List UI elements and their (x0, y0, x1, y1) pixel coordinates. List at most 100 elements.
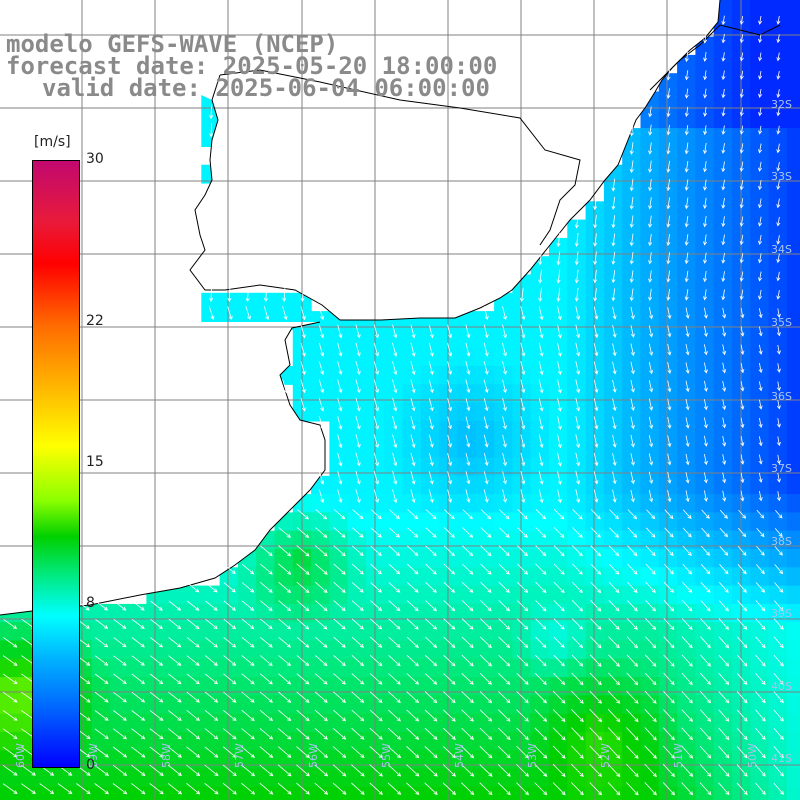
wind-arrow (534, 764, 548, 777)
wind-arrow (718, 709, 730, 722)
wind-arrow (626, 763, 639, 778)
wind-speed-cell (475, 457, 495, 477)
wind-speed-cell (713, 292, 733, 312)
wind-arrow (483, 471, 489, 485)
wind-arrow (718, 600, 729, 612)
wind-arrow (497, 764, 511, 777)
wind-arrow (538, 416, 544, 430)
wind-speed-cell (494, 585, 513, 605)
wind-arrow (552, 690, 566, 704)
wind-speed-cell (329, 750, 349, 770)
wind-arrow (113, 618, 127, 630)
wind-speed-cell (329, 658, 349, 678)
wind-speed-cell (622, 732, 642, 751)
wind-speed-cell (475, 677, 495, 696)
wind-arrow (462, 545, 474, 557)
wind-speed-cell (750, 329, 770, 349)
wind-arrow (776, 89, 781, 99)
wind-speed-cell (549, 256, 568, 276)
wind-speed-cell (622, 713, 642, 733)
wind-arrow (700, 691, 712, 704)
wind-arrow (572, 509, 583, 520)
wind-speed-cell (713, 622, 733, 642)
wind-arrow (703, 362, 708, 374)
wind-speed-cell (549, 695, 568, 715)
wind-speed-cell (512, 786, 532, 800)
wind-arrow (739, 216, 744, 227)
wind-speed-cell (512, 494, 532, 513)
wind-speed-cell (713, 384, 733, 404)
wind-speed-cell (603, 384, 623, 404)
wind-speed-cell (640, 439, 660, 459)
wind-speed-cell (512, 311, 532, 330)
wind-speed-cell (530, 567, 550, 587)
wind-arrow (648, 435, 654, 448)
wind-speed-cell (603, 475, 623, 495)
wind-arrow (593, 214, 598, 229)
wind-arrow (557, 397, 562, 412)
wind-speed-cell (603, 786, 623, 800)
wind-arrow (538, 489, 544, 504)
wind-arrow (608, 545, 620, 557)
longitude-label: 51W (672, 743, 685, 768)
wind-speed-cell (530, 713, 550, 733)
wind-arrow (94, 746, 109, 758)
wind-arrow (465, 379, 471, 394)
wind-speed-cell (512, 695, 532, 715)
wind-speed-cell (713, 347, 733, 367)
wind-speed-cell (347, 384, 367, 404)
wind-arrow (333, 636, 346, 648)
wind-arrow (410, 489, 416, 504)
wind-arrow (424, 691, 438, 704)
wind-arrow (534, 709, 548, 722)
wind-speed-cell (750, 457, 770, 477)
wind-arrow (407, 509, 419, 520)
wind-speed-cell (347, 750, 367, 770)
wind-arrow (648, 325, 654, 338)
wind-arrow (736, 727, 748, 741)
wind-speed-cell (329, 768, 349, 788)
wind-speed-cell (91, 622, 111, 642)
wind-arrow (758, 344, 763, 355)
wind-arrow (758, 472, 763, 483)
wind-arrow (516, 782, 529, 796)
wind-arrow (722, 380, 727, 392)
wind-arrow (664, 527, 674, 538)
wind-speed-cell (311, 585, 330, 605)
wind-speed-cell (585, 640, 605, 660)
wind-arrow (758, 216, 763, 227)
wind-arrow (428, 489, 434, 504)
wind-arrow (684, 270, 689, 283)
wind-arrow (205, 618, 218, 630)
wind-arrow (557, 489, 562, 504)
wind-arrow (590, 618, 602, 630)
wind-speed-cell (457, 732, 477, 751)
wind-arrow (755, 564, 765, 575)
wind-speed-cell (768, 183, 788, 202)
wind-speed-cell (494, 732, 513, 751)
wind-arrow (648, 124, 653, 136)
wind-arrow (480, 581, 492, 593)
wind-speed-cell (713, 677, 733, 696)
wind-arrow (553, 563, 565, 575)
wind-speed-cell (384, 768, 404, 788)
wind-arrow (627, 545, 638, 557)
colorbar-tick-label: 0 (86, 757, 95, 773)
wind-speed-cell (512, 366, 532, 385)
wind-speed-cell (713, 439, 733, 459)
wind-speed-cell (439, 786, 459, 800)
wind-speed-cell (311, 677, 330, 696)
wind-speed-cell (439, 585, 459, 605)
wind-arrow (373, 361, 379, 375)
wind-arrow (480, 527, 492, 538)
wind-arrow (776, 125, 781, 135)
wind-arrow (552, 727, 566, 741)
wind-arrow (406, 764, 420, 777)
wind-speed-cell (677, 347, 696, 367)
wind-arrow (479, 782, 493, 796)
wind-arrow (447, 324, 453, 339)
wind-speed-cell (237, 567, 257, 587)
wind-arrow (703, 179, 708, 191)
wind-arrow (517, 563, 529, 575)
wind-speed-cell (439, 695, 459, 715)
